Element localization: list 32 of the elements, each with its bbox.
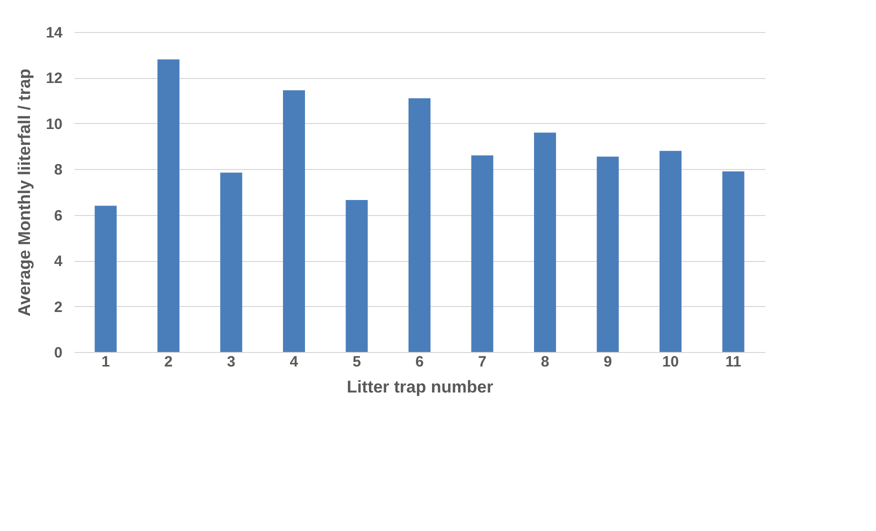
- bar: [282, 90, 305, 352]
- bar: [408, 98, 430, 352]
- bar: [220, 172, 242, 352]
- x-axis-title: Litter trap number: [346, 378, 494, 396]
- y-tick-label: 12: [46, 70, 62, 88]
- y-tick-label: 14: [46, 24, 64, 42]
- x-tick-label: 5: [352, 354, 361, 370]
- bar: [534, 132, 556, 352]
- y-tick-label: 6: [54, 207, 62, 224]
- x-tick-label: 3: [227, 354, 236, 370]
- x-tick-label: 6: [415, 354, 424, 370]
- bar: [596, 156, 619, 352]
- x-tick-label: 1: [102, 354, 110, 370]
- y-tick-label: 4: [54, 253, 64, 270]
- x-tick-label: 2: [164, 354, 173, 370]
- bar: [660, 150, 682, 352]
- x-tick-label: 9: [604, 354, 612, 370]
- bar: [94, 206, 117, 352]
- y-tick-label: 10: [46, 116, 62, 133]
- y-tick-label: 2: [54, 298, 62, 316]
- x-tick-label: 4: [290, 354, 299, 370]
- bar: [157, 59, 180, 352]
- x-tick-label: 7: [478, 354, 486, 370]
- bar: [722, 171, 744, 352]
- x-tick-label: 11: [725, 354, 742, 370]
- bar: [346, 200, 368, 352]
- y-axis-title: Average Monthly liiterfall / trap: [14, 68, 34, 316]
- bar: [471, 155, 494, 352]
- x-tick-label: 8: [540, 354, 550, 370]
- y-tick-label: 8: [54, 162, 62, 179]
- x-tick-label: 10: [662, 354, 679, 370]
- y-tick-label: 0: [54, 344, 62, 362]
